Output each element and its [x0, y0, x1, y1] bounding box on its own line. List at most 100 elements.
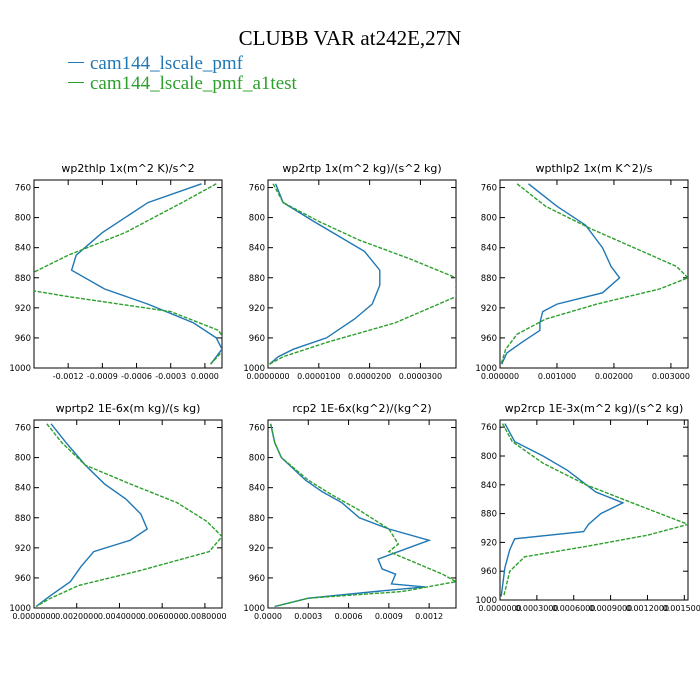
y-tick-label: 840	[481, 481, 497, 491]
panel-5: rcp2 1E-6x(kg^2)/(kg^2) 760 800 840 880 920 96…	[243, 402, 457, 621]
plot-frame	[33, 419, 223, 609]
y-tick-label: 880	[249, 274, 265, 284]
legend-label-1: cam144_lscale_pmf	[90, 53, 244, 74]
panel-4: wprtp2 1E-6x(m kg)/(s kg) 760 800 840 880 920…	[9, 402, 226, 621]
x-tick-label: 0.000000	[481, 372, 519, 381]
x-tick-label: 0.0000	[254, 612, 282, 621]
legend-entry-2: cam144_lscale_pmf_a1test	[68, 74, 297, 94]
y-tick-label: 800	[481, 214, 497, 224]
y-tick-label: 880	[481, 510, 497, 520]
y-tick-label: 840	[249, 244, 265, 254]
y-tick-label: 960	[15, 574, 31, 584]
plot-frame	[499, 179, 689, 369]
y-tick-label: 840	[15, 244, 31, 254]
panel-title: wp2rcp 1E-3x(m^2 kg)/(s^2 kg)	[505, 402, 684, 415]
y-tick-label: 880	[249, 514, 265, 524]
plot-frame	[267, 179, 457, 369]
series-line-2	[500, 183, 688, 365]
y-tick-label: 760	[481, 423, 497, 433]
series-line-1	[500, 423, 625, 597]
x-tick-label: 0.0006	[335, 612, 363, 621]
y-tick-label: 760	[15, 424, 31, 434]
x-tick-label: 0.0012	[415, 612, 443, 621]
panel-title: wp2thlp 1x(m^2 K)/s^2	[61, 162, 194, 175]
x-tick-label: -0.0012	[53, 372, 84, 381]
y-tick-label: 840	[15, 484, 31, 494]
plot-frame	[499, 419, 689, 601]
series-line-1	[35, 423, 149, 608]
x-tick-label: 0.0009	[375, 612, 403, 621]
series-line-2	[34, 183, 222, 365]
plot-frame	[33, 179, 223, 369]
plot-frame	[267, 419, 457, 609]
y-tick-label: 800	[481, 452, 497, 462]
y-tick-label: 1000	[243, 604, 265, 614]
x-tick-label: -0.0003	[155, 372, 186, 381]
y-tick-label: 920	[249, 544, 265, 554]
panel-3: wpthlp2 1x(m K^2)/s 760 800 840 880 920 960 100…	[475, 162, 690, 381]
x-tick-label: 0.0003	[294, 612, 322, 621]
y-tick-label: 800	[249, 454, 265, 464]
series-line-1	[269, 183, 381, 365]
y-tick-label: 920	[249, 304, 265, 314]
y-tick-label: 880	[481, 274, 497, 284]
x-tick-label: 0.002000	[595, 372, 633, 381]
x-tick-label: 0.0000000	[246, 372, 289, 381]
legend-line-2	[68, 82, 84, 84]
y-tick-label: 1000	[475, 364, 497, 374]
y-tick-label: 1000	[243, 364, 265, 374]
x-tick-label: 0.0000000	[12, 612, 55, 621]
y-tick-label: 800	[15, 214, 31, 224]
y-tick-label: 960	[15, 334, 31, 344]
y-tick-label: 1000	[9, 364, 31, 374]
y-tick-label: 880	[15, 514, 31, 524]
x-tick-label: 0.0009000	[589, 604, 632, 613]
legend-entry-1: cam144_lscale_pmf	[68, 54, 243, 74]
x-tick-label: -0.0009	[87, 372, 118, 381]
y-tick-label: 760	[481, 184, 497, 194]
x-tick-label: 0.0000100	[297, 372, 340, 381]
y-tick-label: 840	[481, 244, 497, 254]
x-tick-label: -0.0006	[121, 372, 152, 381]
y-tick-label: 760	[249, 184, 265, 194]
panel-6: wp2rcp 1E-3x(m^2 kg)/(s^2 kg) 760 800 840 88…	[475, 402, 700, 613]
x-tick-label: 0.0060000	[141, 612, 184, 621]
y-tick-label: 960	[481, 567, 497, 577]
y-tick-label: 800	[249, 214, 265, 224]
x-tick-label: 0.0000000	[478, 604, 521, 613]
series-line-2	[35, 423, 222, 608]
y-tick-label: 800	[15, 454, 31, 464]
x-tick-label: 0.0080000	[183, 612, 226, 621]
x-tick-label: 0.001000	[538, 372, 576, 381]
y-tick-label: 920	[481, 304, 497, 314]
panel-1: wp2thlp 1x(m^2 K)/s^2 760 800 840 880 920 960 1…	[9, 162, 223, 381]
legend-label-2: cam144_lscale_pmf_a1test	[90, 73, 297, 94]
y-tick-label: 1000	[475, 596, 497, 606]
y-tick-label: 760	[15, 184, 31, 194]
y-tick-label: 920	[15, 304, 31, 314]
x-tick-label: 0.0015000	[663, 604, 700, 613]
chart-title: CLUBB VAR at242E,27N	[238, 26, 462, 50]
y-tick-label: 840	[249, 484, 265, 494]
series-line-2	[269, 183, 456, 365]
x-tick-label: 0.0000200	[348, 372, 391, 381]
series-line-1	[501, 183, 621, 365]
y-tick-label: 960	[481, 334, 497, 344]
x-tick-label: 0.003000	[652, 372, 690, 381]
panel-2: wp2rtp 1x(m^2 kg)/(s^2 kg) 760 800 840 880 92…	[243, 162, 457, 381]
panel-title: rcp2 1E-6x(kg^2)/(kg^2)	[292, 402, 431, 415]
panel-title: wpthlp2 1x(m K^2)/s	[536, 162, 653, 175]
y-tick-label: 920	[481, 538, 497, 548]
y-tick-label: 760	[249, 424, 265, 434]
y-tick-label: 960	[249, 334, 265, 344]
y-tick-label: 960	[249, 574, 265, 584]
y-tick-label: 920	[15, 544, 31, 554]
y-tick-label: 1000	[9, 604, 31, 614]
y-tick-label: 880	[15, 274, 31, 284]
x-tick-label: 0.0000	[191, 372, 219, 381]
series-line-2	[270, 423, 456, 608]
panel-title: wprtp2 1E-6x(m kg)/(s kg)	[56, 402, 201, 415]
series-line-2	[501, 423, 688, 597]
x-tick-label: 0.0006000	[552, 604, 595, 613]
